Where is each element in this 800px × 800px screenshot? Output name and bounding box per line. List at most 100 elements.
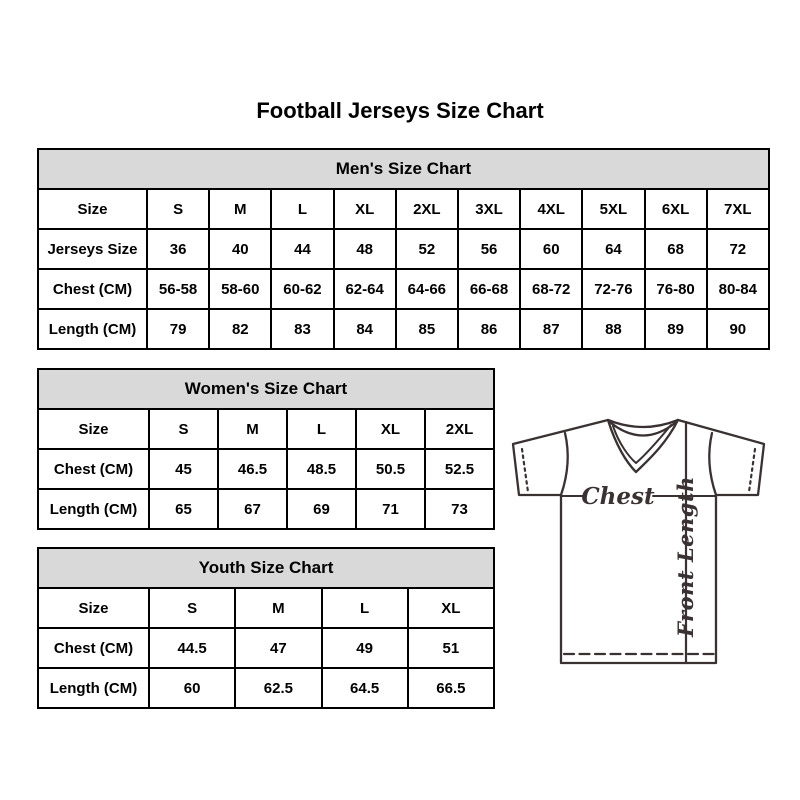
row-label-cell: Size xyxy=(37,587,150,629)
size-value-cell: 52.5 xyxy=(424,448,495,490)
jersey-right-sleeve-outline xyxy=(676,418,766,497)
size-value-cell: 40 xyxy=(208,228,273,270)
size-value-cell: 89 xyxy=(643,308,708,350)
row-label-cell: Chest (CM) xyxy=(37,268,148,310)
table-row: Length (CM) 60 62.5 64.5 66.5 xyxy=(37,667,496,709)
size-value-cell: 56 xyxy=(456,228,522,270)
size-value-cell: 72-76 xyxy=(581,268,646,310)
row-label-cell: Length (CM) xyxy=(37,308,148,350)
size-value-cell: 73 xyxy=(424,488,495,530)
size-value-cell: S xyxy=(148,408,219,450)
size-value-cell: XL xyxy=(332,188,397,230)
jersey-collar-back-arc xyxy=(606,418,680,429)
size-value-cell: 84 xyxy=(332,308,397,350)
size-value-cell: 45 xyxy=(148,448,219,490)
size-value-cell: 49 xyxy=(320,627,409,669)
size-value-cell: 4XL xyxy=(519,188,584,230)
size-value-cell: 68 xyxy=(643,228,708,270)
size-value-cell: 76-80 xyxy=(643,268,708,310)
table-title: Men's Size Chart xyxy=(37,148,770,190)
size-value-cell: 65 xyxy=(148,488,219,530)
row-label-cell: Length (CM) xyxy=(37,667,150,709)
size-value-cell: 64-66 xyxy=(394,268,459,310)
table-row: Length (CM) 65 67 69 71 73 xyxy=(37,488,495,530)
size-value-cell: M xyxy=(234,587,323,629)
size-value-cell: 60-62 xyxy=(270,268,335,310)
size-value-cell: 68-72 xyxy=(519,268,584,310)
size-value-cell: 2XL xyxy=(424,408,495,450)
size-value-cell: 66-68 xyxy=(456,268,522,310)
row-label-cell: Length (CM) xyxy=(37,488,150,530)
size-value-cell: 7XL xyxy=(705,188,770,230)
row-label-cell: Size xyxy=(37,408,150,450)
table-row: Jerseys Size 36 40 44 48 52 56 60 64 68 72 xyxy=(37,228,770,270)
size-value-cell: L xyxy=(286,408,357,450)
row-label-cell: Jerseys Size xyxy=(37,228,148,270)
size-value-cell: 90 xyxy=(705,308,770,350)
size-value-cell: 56-58 xyxy=(145,268,211,310)
size-value-cell: 48.5 xyxy=(286,448,357,490)
table-row: Chest (CM) 45 46.5 48.5 50.5 52.5 xyxy=(37,448,495,490)
size-value-cell: 60 xyxy=(519,228,584,270)
size-value-cell: 44.5 xyxy=(147,627,237,669)
size-value-cell: 72 xyxy=(705,228,770,270)
jersey-vneck-outer xyxy=(606,418,680,474)
table-title: Youth Size Chart xyxy=(36,547,496,589)
table-row: Size S M L XL xyxy=(37,587,496,629)
size-value-cell: XL xyxy=(406,587,496,629)
page-title: Football Jerseys Size Chart xyxy=(256,98,544,123)
jersey-right-sleeve-dotted-seam xyxy=(747,447,757,494)
size-value-cell: 71 xyxy=(355,488,426,530)
jersey-right-armhole-seam xyxy=(708,431,718,497)
jersey-left-armhole-seam xyxy=(559,431,569,497)
size-value-cell: M xyxy=(208,188,273,230)
size-value-cell: 62-64 xyxy=(332,268,397,310)
size-value-cell: M xyxy=(217,408,288,450)
front-length-measure-label: Front Length xyxy=(673,476,698,638)
jersey-vneck-inner xyxy=(612,424,672,464)
size-value-cell: 51 xyxy=(406,627,496,669)
size-value-cell: 67 xyxy=(217,488,288,530)
size-value-cell: 86 xyxy=(456,308,522,350)
size-value-cell: XL xyxy=(355,408,426,450)
chest-measure-label: Chest xyxy=(581,483,655,510)
size-value-cell: 3XL xyxy=(456,188,522,230)
row-label-cell: Chest (CM) xyxy=(37,448,150,490)
mens-size-table: Men's Size Chart Size S M L XL 2XL 3XL 4XL 5XL 6XL… xyxy=(37,148,770,350)
size-value-cell: 44 xyxy=(270,228,335,270)
size-value-cell: 52 xyxy=(394,228,459,270)
size-value-cell: L xyxy=(270,188,335,230)
size-value-cell: 79 xyxy=(145,308,211,350)
size-value-cell: 58-60 xyxy=(208,268,273,310)
size-value-cell: 85 xyxy=(394,308,459,350)
size-value-cell: 66.5 xyxy=(406,667,496,709)
size-value-cell: 50.5 xyxy=(355,448,426,490)
size-value-cell: 83 xyxy=(270,308,335,350)
size-value-cell: S xyxy=(147,587,237,629)
size-value-cell: 64.5 xyxy=(320,667,409,709)
size-value-cell: 2XL xyxy=(394,188,459,230)
table-title: Women's Size Chart xyxy=(37,368,495,410)
jersey-measurement-diagram: Chest Front Length xyxy=(511,418,766,665)
size-value-cell: 64 xyxy=(581,228,646,270)
size-value-cell: 6XL xyxy=(643,188,708,230)
jersey-left-sleeve-dotted-seam xyxy=(520,447,530,494)
table-row: Chest (CM) 56-58 58-60 60-62 62-64 64-66 66-68… xyxy=(37,268,770,310)
table-row: Size S M L XL 2XL 3XL 4XL 5XL 6XL 7XL xyxy=(37,188,770,230)
row-label-cell: Chest (CM) xyxy=(37,627,150,669)
row-label-cell: Size xyxy=(37,188,148,230)
size-value-cell: 36 xyxy=(145,228,211,270)
size-value-cell: 48 xyxy=(332,228,397,270)
table-row: Chest (CM) 44.5 47 49 51 xyxy=(37,627,496,669)
womens-size-table: Women's Size Chart Size S M L XL 2XL Chest (CM)… xyxy=(37,368,495,530)
size-value-cell: 69 xyxy=(286,488,357,530)
size-value-cell: 47 xyxy=(234,627,323,669)
jersey-left-sleeve-outline xyxy=(511,418,610,497)
size-value-cell: 80-84 xyxy=(705,268,770,310)
size-value-cell: 46.5 xyxy=(217,448,288,490)
table-row: Size S M L XL 2XL xyxy=(37,408,495,450)
size-value-cell: 60 xyxy=(147,667,237,709)
size-value-cell: L xyxy=(320,587,409,629)
size-value-cell: 5XL xyxy=(581,188,646,230)
jersey-body-outline xyxy=(559,493,718,665)
